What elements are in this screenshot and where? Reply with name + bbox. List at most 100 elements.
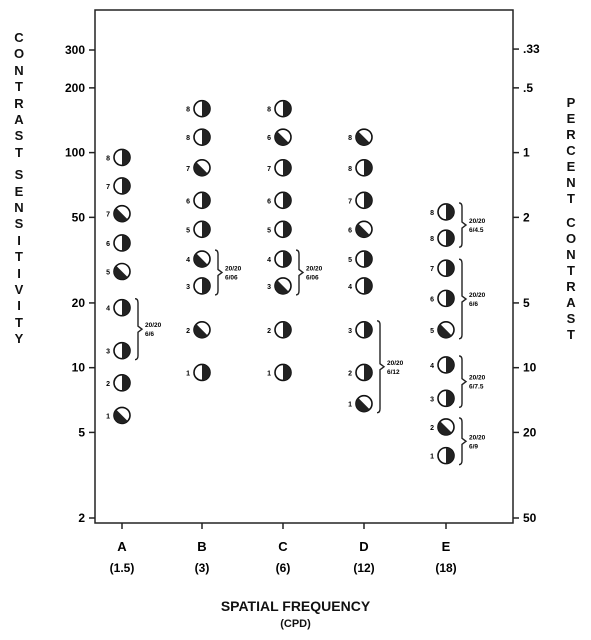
grating-patch: 7 bbox=[348, 191, 373, 210]
patch-shading bbox=[202, 100, 210, 117]
grating-patch: 6 bbox=[267, 128, 292, 146]
right-axis-label-letter: R bbox=[566, 279, 576, 294]
grating-patch: 4 bbox=[106, 298, 131, 317]
grating-patch: 4 bbox=[348, 277, 373, 295]
right-tick-label: 10 bbox=[523, 361, 537, 375]
norm-label-line1: 20/20 bbox=[469, 292, 486, 299]
patch-number: 8 bbox=[430, 210, 434, 217]
grating-patch: 3 bbox=[430, 389, 455, 408]
norm-label-line1: 20/20 bbox=[145, 322, 162, 329]
norm-bracket: 20/20 6/6 bbox=[458, 258, 486, 340]
left-tick-label: 5 bbox=[78, 425, 85, 439]
norm-label-line2: 6/9 bbox=[469, 443, 478, 450]
column-frequency: (18) bbox=[435, 561, 456, 575]
grating-patch: 6 bbox=[106, 234, 131, 252]
patch-number: 1 bbox=[430, 454, 434, 461]
patch-shading bbox=[364, 159, 372, 176]
left-axis-label-letter: A bbox=[14, 112, 24, 127]
patch-shading bbox=[202, 277, 210, 294]
patch-shading bbox=[364, 364, 372, 381]
right-tick-label: 2 bbox=[523, 210, 530, 224]
grating-patch: 1 bbox=[186, 363, 211, 382]
patch-shading bbox=[113, 409, 128, 424]
patch-shading bbox=[283, 192, 291, 209]
patch-number: 2 bbox=[430, 425, 434, 432]
norm-bracket: 20/20 6/6 bbox=[134, 298, 162, 361]
left-axis-label-letter: S bbox=[14, 167, 24, 183]
right-axis-label-letter: R bbox=[566, 127, 576, 142]
patch-number: 7 bbox=[430, 266, 434, 273]
left-axis-label-letter: T bbox=[15, 314, 23, 330]
patch-shading bbox=[114, 208, 128, 222]
patch-shading bbox=[122, 149, 130, 166]
column-a: A (1.5) 8 7 7 6 5 4 3 2 1 20/20 6/6 bbox=[106, 148, 162, 575]
column-frequency: (12) bbox=[353, 561, 374, 575]
left-axis-label-letter: N bbox=[14, 200, 24, 215]
grating-patch: 3 bbox=[267, 277, 292, 295]
left-axis-label-letter: C bbox=[14, 30, 24, 45]
patch-number: 1 bbox=[267, 370, 271, 377]
grating-patch: 6 bbox=[267, 191, 292, 210]
patch-number: 5 bbox=[348, 257, 352, 264]
right-axis-label-letter: O bbox=[565, 231, 577, 246]
patch-number: 4 bbox=[106, 306, 110, 313]
grating-patch: 6 bbox=[430, 289, 455, 308]
patch-shading bbox=[283, 159, 291, 176]
patch-number: 4 bbox=[267, 257, 271, 264]
left-axis-label-letter: S bbox=[14, 216, 24, 232]
grating-patch: 5 bbox=[267, 220, 292, 239]
left-axis-label-letter: R bbox=[14, 95, 24, 111]
grating-patch: 5 bbox=[186, 220, 211, 239]
grating-patch: 1 bbox=[267, 363, 292, 382]
bracket-line bbox=[134, 298, 144, 361]
patch-number: 2 bbox=[106, 381, 110, 388]
norm-bracket: 20/20 6/4.5 bbox=[458, 202, 486, 248]
patch-shading bbox=[283, 321, 291, 338]
right-axis-label-letter: N bbox=[566, 247, 576, 262]
left-axis-label-letter: Y bbox=[14, 331, 24, 347]
patch-number: 8 bbox=[430, 236, 434, 243]
patch-shading bbox=[202, 221, 210, 238]
grating-patch: 4 bbox=[186, 250, 211, 268]
norm-label-line1: 20/20 bbox=[469, 434, 486, 441]
grating-patch: 2 bbox=[348, 363, 373, 382]
patch-number: 6 bbox=[106, 241, 110, 248]
patch-shading bbox=[356, 223, 370, 238]
patch-number: 5 bbox=[186, 227, 190, 234]
norm-bracket: 20/20 6/06 bbox=[214, 249, 242, 296]
patch-shading bbox=[202, 192, 210, 209]
x-axis-title: SPATIAL FREQUENCY bbox=[220, 598, 371, 614]
patch-number: 6 bbox=[430, 296, 434, 303]
patch-shading bbox=[193, 162, 208, 176]
patch-shading bbox=[446, 230, 454, 247]
plot-frame bbox=[94, 9, 514, 524]
column-b: B (3) 8 8 7 6 5 4 3 2 1 20/20 6/06 bbox=[186, 99, 242, 575]
patch-shading bbox=[122, 374, 130, 391]
left-axis-label-letter: I bbox=[17, 265, 21, 281]
right-tick-label: .33 bbox=[523, 42, 540, 56]
patch-shading bbox=[364, 277, 372, 294]
column-frequency: (6) bbox=[276, 561, 291, 575]
right-tick-label: 1 bbox=[523, 146, 530, 160]
left-tick-label: 20 bbox=[72, 296, 86, 310]
patch-number: 4 bbox=[186, 257, 190, 264]
left-tick-label: 200 bbox=[65, 81, 85, 95]
bracket-line bbox=[458, 355, 468, 409]
bracket-line bbox=[458, 258, 468, 340]
norm-label-line2: 6/7.5 bbox=[469, 384, 484, 391]
patch-shading bbox=[122, 234, 130, 251]
grating-patch: 7 bbox=[106, 177, 131, 195]
patch-number: 8 bbox=[186, 135, 190, 142]
right-axis-label-letter: T bbox=[567, 191, 575, 206]
bracket-line bbox=[376, 320, 386, 414]
patch-shading bbox=[202, 129, 210, 146]
patch-shading bbox=[446, 203, 454, 220]
norm-bracket: 20/20 6/9 bbox=[458, 417, 486, 466]
column-frequency: (1.5) bbox=[110, 561, 135, 575]
patch-shading bbox=[283, 364, 291, 381]
patch-shading bbox=[356, 131, 370, 146]
patch-shading bbox=[438, 324, 452, 338]
norm-label-line2: 6/4.5 bbox=[469, 227, 484, 234]
norm-label-line1: 20/20 bbox=[469, 218, 486, 225]
